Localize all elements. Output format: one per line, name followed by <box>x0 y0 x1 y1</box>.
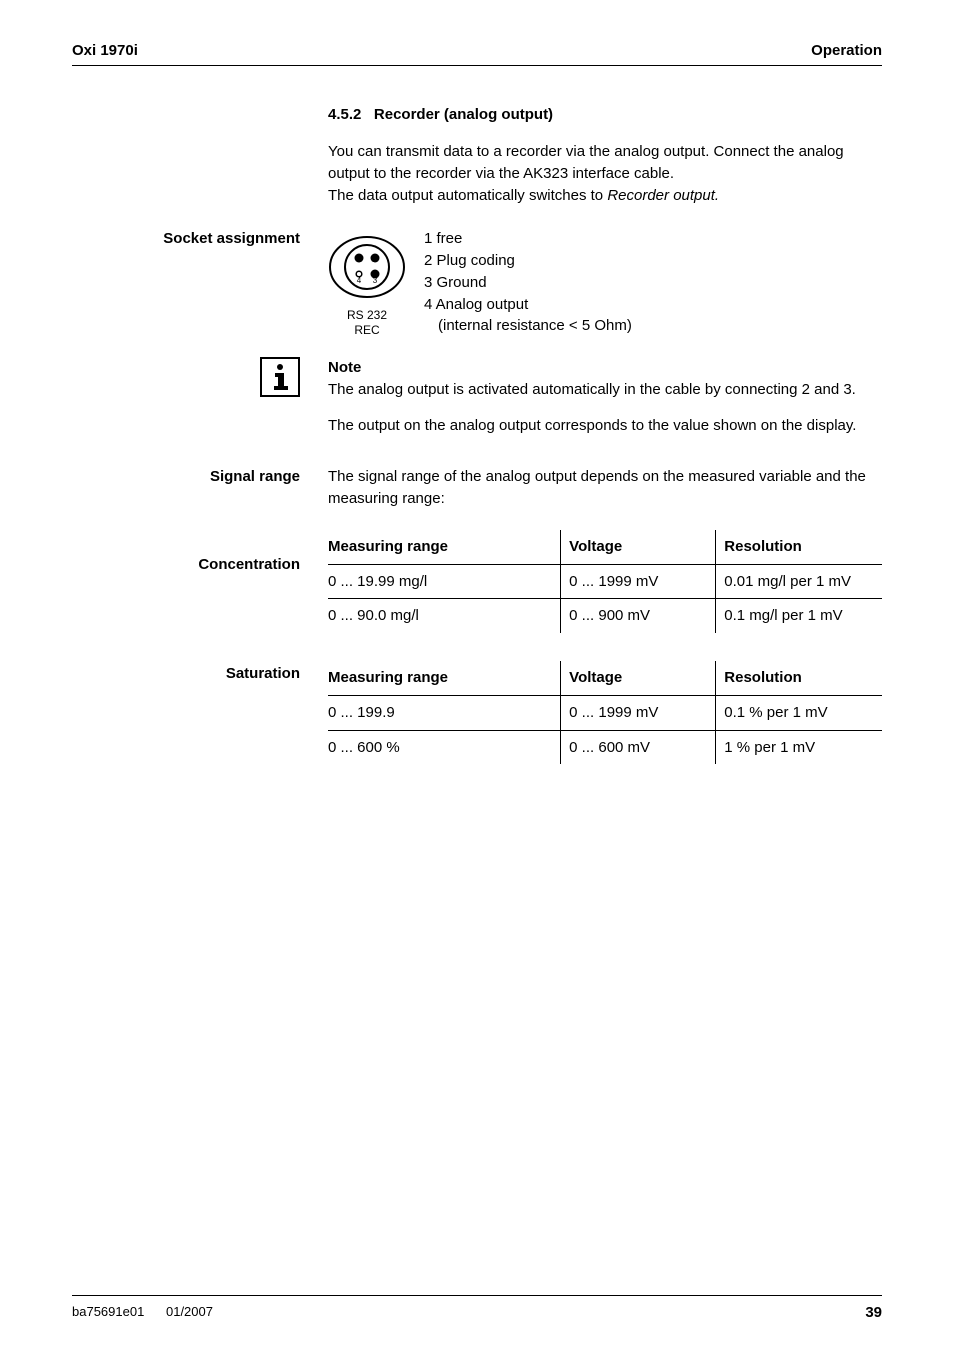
socket-svg: 1 2 3 4 <box>328 228 406 306</box>
pin-1: 1 free <box>424 228 632 250</box>
note-heading: Note <box>328 359 361 376</box>
cell: 0 ... 19.99 mg/l <box>328 564 561 599</box>
section-heading: 4.5.2 Recorder (analog output) <box>328 106 882 123</box>
footer-date: 01/2007 <box>166 1304 213 1319</box>
pin-4: 4 Analog output <box>424 294 632 316</box>
cell: 0 ... 199.9 <box>328 695 561 730</box>
cell: 0.1 % per 1 mV <box>716 695 882 730</box>
note-body: The analog output is activated automatic… <box>328 381 856 398</box>
page-footer: ba75691e01 01/2007 39 <box>72 1295 882 1321</box>
cell: 1 % per 1 mV <box>716 730 882 764</box>
cell: 0 ... 900 mV <box>561 599 716 633</box>
table-row: 0 ... 199.9 0 ... 1999 mV 0.1 % per 1 mV <box>328 695 882 730</box>
svg-text:4: 4 <box>357 276 362 285</box>
socket-caption-1: RS 232 <box>347 308 387 322</box>
th-voltage: Voltage <box>561 530 716 564</box>
svg-text:2: 2 <box>371 261 376 270</box>
footer-doc-id: ba75691e01 <box>72 1304 144 1319</box>
cell: 0.1 mg/l per 1 mV <box>716 599 882 633</box>
pin-list: 1 free 2 Plug coding 3 Ground 4 Analog o… <box>424 228 632 337</box>
section-title: Recorder (analog output) <box>374 106 553 123</box>
cell: 0.01 mg/l per 1 mV <box>716 564 882 599</box>
saturation-label: Saturation <box>72 661 328 682</box>
info-icon <box>260 357 300 397</box>
intro-line2b: Recorder output. <box>607 187 719 204</box>
th-resolution: Resolution <box>716 661 882 695</box>
concentration-table: Measuring range Voltage Resolution 0 ...… <box>328 530 882 633</box>
socket-diagram: 1 2 3 4 RS 232 REC <box>328 228 406 337</box>
socket-label: Socket assignment <box>72 228 328 247</box>
pin-2: 2 Plug coding <box>424 250 632 272</box>
signal-range-text: The signal range of the analog output de… <box>328 466 882 510</box>
cell: 0 ... 600 mV <box>561 730 716 764</box>
note-after: The output on the analog output correspo… <box>328 415 882 437</box>
cell: 0 ... 600 % <box>328 730 561 764</box>
pin-4b: (internal resistance < 5 Ohm) <box>424 315 632 337</box>
table-row: 0 ... 19.99 mg/l 0 ... 1999 mV 0.01 mg/l… <box>328 564 882 599</box>
signal-range-label: Signal range <box>72 466 328 485</box>
pin-3: 3 Ground <box>424 272 632 294</box>
cell: 0 ... 1999 mV <box>561 695 716 730</box>
th-range: Measuring range <box>328 661 561 695</box>
svg-text:1: 1 <box>359 261 364 270</box>
page-header: Oxi 1970i Operation <box>72 42 882 66</box>
header-right: Operation <box>811 42 882 59</box>
cell: 0 ... 90.0 mg/l <box>328 599 561 633</box>
svg-text:3: 3 <box>373 276 378 285</box>
th-voltage: Voltage <box>561 661 716 695</box>
concentration-block: Concentration Measuring range Voltage Re… <box>72 530 882 633</box>
saturation-table: Measuring range Voltage Resolution 0 ...… <box>328 661 882 764</box>
th-range: Measuring range <box>328 530 561 564</box>
intro-paragraph: You can transmit data to a recorder via … <box>328 141 882 206</box>
header-left: Oxi 1970i <box>72 42 138 59</box>
section-number: 4.5.2 <box>328 106 361 123</box>
saturation-block: Saturation Measuring range Voltage Resol… <box>72 661 882 764</box>
page-number: 39 <box>865 1304 882 1321</box>
signal-range-row: Signal range The signal range of the ana… <box>72 466 882 510</box>
th-resolution: Resolution <box>716 530 882 564</box>
note-row: Note The analog output is activated auto… <box>72 357 882 401</box>
socket-caption-2: REC <box>354 323 379 337</box>
table-row: 0 ... 600 % 0 ... 600 mV 1 % per 1 mV <box>328 730 882 764</box>
cell: 0 ... 1999 mV <box>561 564 716 599</box>
concentration-label: Concentration <box>72 530 328 573</box>
intro-line2a: The data output automatically switches t… <box>328 187 607 204</box>
table-row: 0 ... 90.0 mg/l 0 ... 900 mV 0.1 mg/l pe… <box>328 599 882 633</box>
intro-line1: You can transmit data to a recorder via … <box>328 143 844 182</box>
socket-row: Socket assignment 1 2 3 4 <box>72 228 882 337</box>
